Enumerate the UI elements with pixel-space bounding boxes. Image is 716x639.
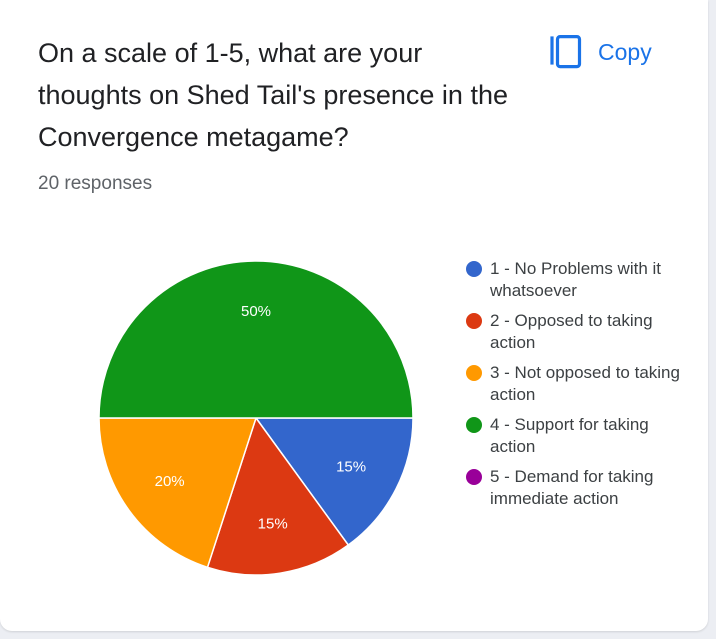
legend-item-2: 2 - Opposed to taking action [466,310,681,354]
legend-swatch-1 [466,261,482,277]
question-card: On a scale of 1-5, what are your thought… [0,0,708,631]
pie-slice-label-2: 15% [258,515,288,532]
pie-slice-2[interactable] [206,416,350,576]
legend-item-4: 4 - Support for taking action [466,414,681,458]
legend-swatch-4 [466,417,482,433]
question-title: On a scale of 1-5, what are your thought… [38,38,508,152]
pie-slice-1[interactable] [254,417,414,547]
chart-legend: 1 - No Problems with it whatsoever 2 - Op… [466,258,681,518]
copy-label: Copy [598,38,652,65]
legend-swatch-3 [466,365,482,381]
pie-slice-label-1: 15% [336,458,366,475]
legend-item-1: 1 - No Problems with it whatsoever [466,258,681,302]
legend-label-1: 1 - No Problems with it whatsoever [490,259,661,300]
legend-label-4: 4 - Support for taking action [490,415,649,456]
legend-label-5: 5 - Demand for taking immediate action [490,467,654,508]
response-count: 20 responses [38,173,153,194]
pie-slice-label-4: 50% [241,303,271,320]
pie-slice-label-3: 20% [155,473,185,490]
legend-swatch-2 [466,313,482,329]
legend-item-3: 3 - Not opposed to taking action [466,362,681,406]
legend-label-2: 2 - Opposed to taking action [490,311,653,352]
pie-chart: 15% 15% 20% 50% [98,260,414,576]
copy-button[interactable]: Copy [548,32,652,72]
legend-swatch-5 [466,469,482,485]
pie-slice-3[interactable] [98,417,258,569]
copy-icon [548,35,582,69]
pie-slice-4[interactable] [98,260,414,419]
legend-label-3: 3 - Not opposed to taking action [490,363,680,404]
legend-item-5: 5 - Demand for taking immediate action [466,466,681,510]
